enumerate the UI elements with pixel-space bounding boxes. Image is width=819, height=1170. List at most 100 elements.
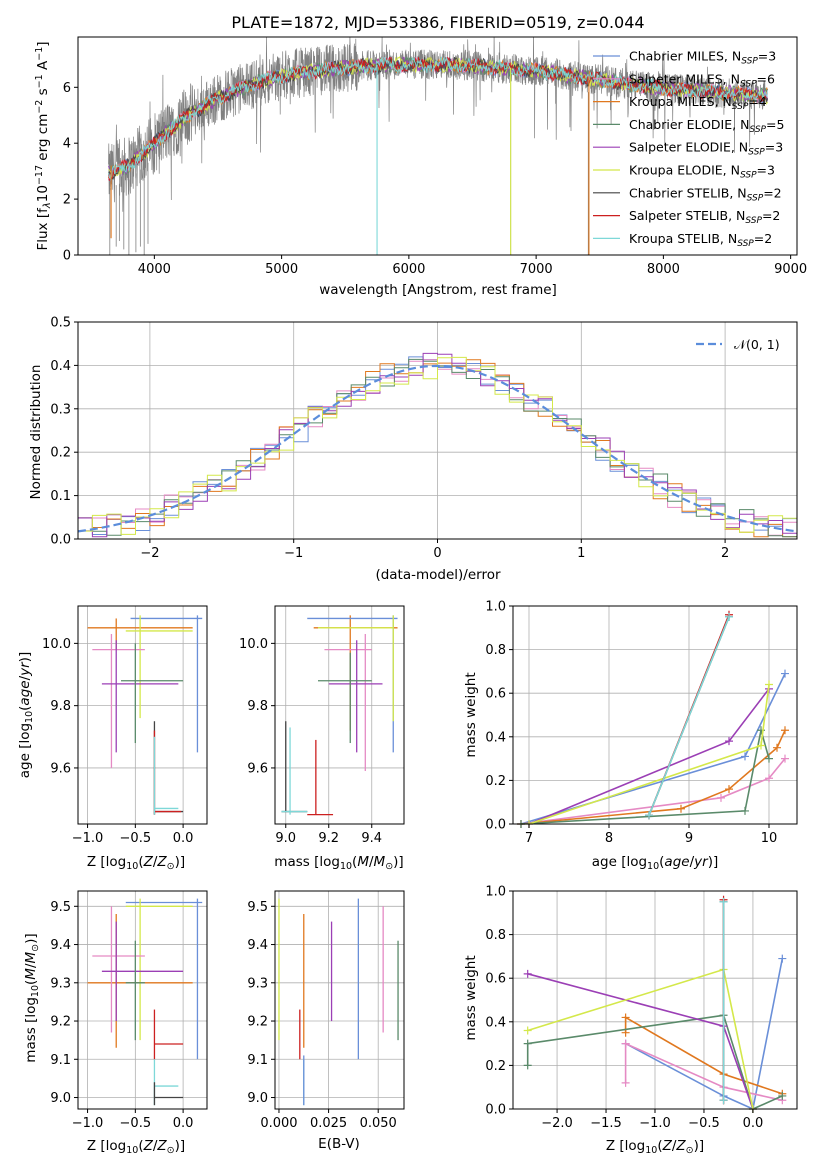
mass-vs-metallicity-xlabel: Z [log10(Z/Z⊙)] bbox=[87, 1138, 185, 1156]
legend-label: Chabrier STELIB, NSSP=2 bbox=[629, 185, 782, 203]
model-spectrum-line bbox=[108, 56, 768, 180]
x-tick-label: 2 bbox=[721, 546, 729, 561]
error-bar-point bbox=[101, 640, 179, 753]
plus-marker bbox=[781, 754, 789, 763]
normal-legend-label: 𝒩(0, 1) bbox=[734, 337, 780, 352]
x-tick-label: 7 bbox=[525, 831, 533, 846]
y-tick-label: 9.8 bbox=[50, 699, 71, 714]
age-vs-metallicity-ylabel: age [log10(age/yr)] bbox=[17, 652, 35, 778]
error-bar-points bbox=[87, 615, 203, 815]
legend-label: Kroupa STELIB, NSSP=2 bbox=[629, 231, 772, 249]
model-spectrum-line bbox=[108, 55, 768, 176]
age-vs-mass-panel: 9.0 9.2 9.4 9.6 9.8 10.0 bbox=[239, 605, 405, 846]
x-tick-label: 9.0 bbox=[275, 831, 296, 846]
mass-weight-vs-metallicity-ylabel: mass weight bbox=[463, 955, 479, 1040]
x-tick-label: 0.025 bbox=[310, 1116, 347, 1131]
y-tick-label: 6 bbox=[63, 81, 71, 96]
plus-marker bbox=[741, 806, 749, 815]
x-tick-label: −0.5 bbox=[120, 1116, 152, 1131]
plus-marker bbox=[765, 774, 773, 783]
extinction-panel: 0.000 0.025 0.050 9.0 9.1 9.2 9.3 9.4 9.5 bbox=[247, 890, 405, 1131]
error-bar-point bbox=[153, 1059, 179, 1106]
x-tick-label: −0.5 bbox=[120, 831, 152, 846]
error-bar-point bbox=[318, 652, 372, 744]
y-tick-label: 9.5 bbox=[50, 900, 71, 915]
x-tick-label: 9.2 bbox=[318, 831, 339, 846]
mass-weight-vs-age-ylabel: mass weight bbox=[463, 672, 479, 757]
mass-weight-vs-age-xlabel: age [log10(age/yr)] bbox=[592, 854, 718, 872]
y-tick-label: 9.1 bbox=[50, 1053, 71, 1068]
error-bar-point bbox=[328, 640, 383, 753]
axes-frame bbox=[512, 605, 798, 825]
mass-weight-vs-metallicity-panel: −2.0 −1.5 −1.0 −0.5 0.0 0.0 0.2 0.4 0.6 0.8 1.0 bbox=[485, 885, 798, 1131]
axes-frame bbox=[77, 605, 208, 825]
x-tick-label: −1.0 bbox=[72, 1116, 104, 1131]
plus-marker bbox=[523, 969, 532, 978]
plus-marker bbox=[677, 804, 685, 813]
error-bar-points bbox=[87, 898, 203, 1106]
mass-weight-series bbox=[645, 612, 733, 820]
y-tick-label: 9.3 bbox=[247, 976, 268, 991]
mass-weight-line bbox=[528, 688, 770, 825]
error-bar-point bbox=[153, 1009, 184, 1060]
y-tick-label: 1.0 bbox=[485, 600, 506, 615]
residuals-panel: −2 −1 0 1 2 0.0 0.1 0.2 0.3 0.4 0.5 𝒩(0, 1) bbox=[50, 316, 798, 561]
x-tick-label: −0.5 bbox=[688, 1116, 720, 1131]
mass-weight-line bbox=[528, 684, 770, 825]
mass-weight-lines bbox=[523, 895, 787, 1113]
mass-weight-series bbox=[719, 897, 728, 1105]
age-vs-mass-xlabel: mass [log10(M/M⊙)] bbox=[274, 854, 403, 872]
mass-vs-metallicity-panel: −1.0 −0.5 0.0 9.0 9.1 9.2 9.3 9.4 9.5 bbox=[50, 890, 208, 1131]
plus-marker bbox=[781, 669, 789, 678]
residual-histogram bbox=[78, 356, 797, 538]
y-tick-label: 0.8 bbox=[485, 643, 506, 658]
y-tick-label: 2 bbox=[63, 193, 71, 208]
error-bar-point bbox=[125, 940, 145, 1041]
spectrum-title: PLATE=1872, MJD=53386, FIBERID=0519, z=0… bbox=[231, 13, 644, 32]
x-tick-label: 9000 bbox=[774, 262, 807, 277]
y-tick-label: 9.2 bbox=[247, 1015, 268, 1030]
x-tick-label: −2 bbox=[140, 546, 159, 561]
error-bar-point bbox=[153, 1082, 184, 1106]
x-tick-label: 8000 bbox=[647, 262, 680, 277]
mass-weight-line bbox=[527, 973, 754, 1110]
y-tick-label: 9.0 bbox=[50, 1091, 71, 1106]
x-tick-label: 0.000 bbox=[260, 1116, 297, 1131]
x-tick-label: 4000 bbox=[138, 262, 171, 277]
legend-label: Chabrier ELODIE, NSSP=5 bbox=[629, 117, 784, 135]
y-tick-label: 9.5 bbox=[247, 900, 268, 915]
y-tick-label: 0.2 bbox=[485, 774, 506, 789]
error-bar-point bbox=[324, 634, 372, 772]
error-bar-point bbox=[153, 736, 179, 815]
y-tick-label: 0.6 bbox=[485, 972, 506, 987]
plus-marker bbox=[781, 726, 789, 735]
legend-label: Salpeter STELIB, NSSP=2 bbox=[629, 208, 780, 226]
y-tick-label: 0.4 bbox=[50, 359, 71, 374]
y-tick-label: 10.0 bbox=[42, 637, 71, 652]
spectrum-lines bbox=[108, 37, 768, 255]
x-tick-label: −1.0 bbox=[639, 1116, 671, 1131]
residual-histograms bbox=[78, 352, 797, 538]
x-tick-label: 6000 bbox=[392, 262, 425, 277]
mass-weight-series bbox=[523, 969, 757, 1113]
plus-marker bbox=[621, 1013, 630, 1022]
axes-frame bbox=[274, 605, 405, 825]
mass-weight-line bbox=[520, 758, 786, 825]
plus-marker bbox=[765, 754, 773, 763]
y-tick-label: 0.2 bbox=[50, 446, 71, 461]
mass-weight-series bbox=[525, 680, 773, 828]
x-tick-label: 5000 bbox=[265, 262, 298, 277]
error-bar-point bbox=[153, 730, 182, 815]
plus-marker bbox=[523, 1061, 532, 1070]
residual-histogram bbox=[78, 352, 797, 538]
y-tick-label: 0.5 bbox=[50, 316, 71, 331]
y-tick-label: 0.4 bbox=[485, 1015, 506, 1030]
x-tick-label: 9.4 bbox=[361, 831, 382, 846]
y-tick-label: 10.0 bbox=[239, 637, 268, 652]
error-bar-points bbox=[281, 615, 398, 816]
y-tick-label: 9.2 bbox=[50, 1015, 71, 1030]
x-tick-label: 10 bbox=[761, 831, 778, 846]
plus-marker bbox=[725, 785, 733, 794]
y-tick-label: 9.0 bbox=[247, 1091, 268, 1106]
mass-vs-metallicity-ylabel: mass [log10(M/M⊙)] bbox=[23, 933, 41, 1062]
